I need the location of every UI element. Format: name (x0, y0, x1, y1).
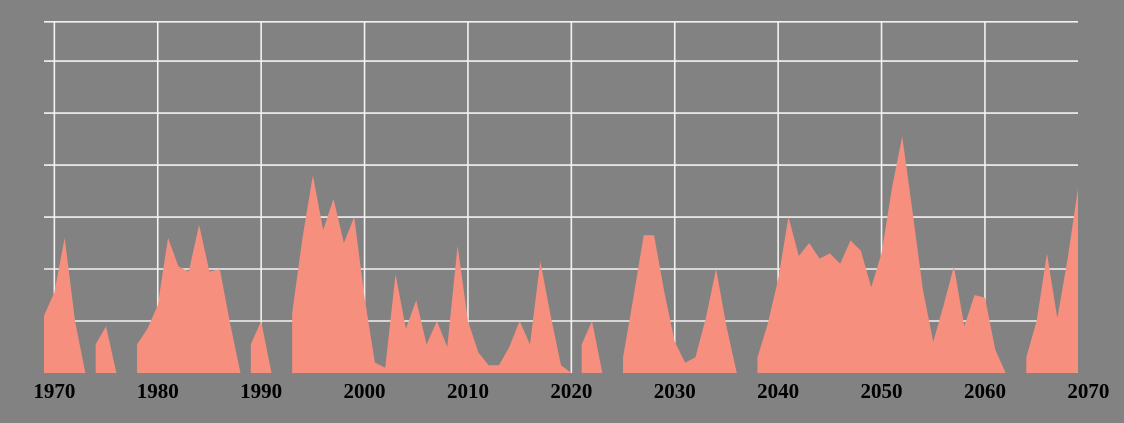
x-tick-label-2040: 2040 (757, 379, 800, 403)
x-tick-label-1980: 1980 (136, 379, 179, 403)
x-tick-label-2050: 2050 (860, 379, 903, 403)
grid-layer (44, 21, 1078, 373)
area-series-count (44, 136, 1078, 373)
x-axis-tick-labels: 1970 1980 1990 2000 2010 2020 2030 2040 2050 2060… (0, 378, 1124, 418)
x-tick-label-2070: 2070 (1067, 379, 1110, 403)
plot-area (44, 21, 1078, 373)
x-tick-label-2010: 2010 (446, 379, 489, 403)
x-tick-label-2030: 2030 (653, 379, 696, 403)
area-series-layer (44, 136, 1078, 373)
horizontal-gridlines (44, 21, 1078, 322)
x-tick-label-1970: 1970 (33, 379, 76, 403)
x-tick-label-2000: 2000 (343, 379, 386, 403)
x-tick-label-2060: 2060 (963, 379, 1006, 403)
vertical-gridlines (53, 21, 986, 373)
x-tick-label-1990: 1990 (240, 379, 283, 403)
x-tick-label-2020: 2020 (550, 379, 593, 403)
